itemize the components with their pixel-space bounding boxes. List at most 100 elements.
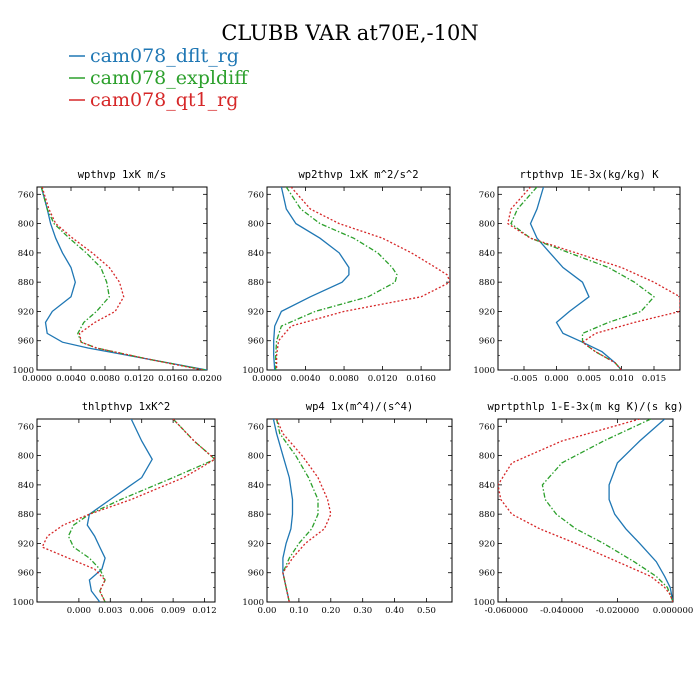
x-tick-label: 0.000000 <box>653 606 694 616</box>
plot-frame <box>266 418 453 603</box>
series-line <box>510 187 655 370</box>
x-tick-label: 0.0080 <box>329 374 359 384</box>
y-tick-label: 920 <box>479 539 495 549</box>
y-tick-label: 1000 <box>473 598 495 608</box>
series-group <box>498 419 673 602</box>
series-group <box>40 187 207 370</box>
y-tick-label: 800 <box>248 452 264 462</box>
y-tick-label: 760 <box>248 422 264 432</box>
y-tick-label: 1000 <box>12 598 34 608</box>
x-tick-label: 0.000 <box>544 374 568 384</box>
series-line <box>275 187 450 370</box>
x-tick-label: 0.0120 <box>124 374 154 384</box>
series-group <box>41 419 215 602</box>
panel-title: wp4 1x(m^4)/(s^4) <box>306 401 413 413</box>
x-tick-label: 0.0000 <box>22 374 52 384</box>
series-line <box>40 187 207 370</box>
y-tick-label: 840 <box>18 481 34 491</box>
figure-title: CLUBB VAR at70E,-10N <box>221 21 478 45</box>
y-tick-label: 1000 <box>242 366 264 376</box>
x-tick-label: -0.040000 <box>540 606 583 616</box>
series-line <box>273 187 350 370</box>
x-tick-label: -0.060000 <box>485 606 528 616</box>
series-group <box>273 187 450 370</box>
series-line <box>67 419 215 602</box>
y-tick-label: 880 <box>248 278 264 288</box>
chart-panel: wp4 1x(m^4)/(s^4)76080084088092096010000… <box>242 401 453 616</box>
panel-title: wpthvp 1xK m/s <box>78 169 167 181</box>
chart-panel: wp2thvp 1xK m^2/s^2 760 800 840 880 920 960 100… <box>242 169 451 384</box>
x-tick-label: 0.015 <box>642 374 666 384</box>
legend-label: cam078_qt1_rg <box>90 89 238 111</box>
y-tick-label: 840 <box>18 249 34 259</box>
y-tick-label: 760 <box>18 190 34 200</box>
legend-label: cam078_expldiff <box>90 67 249 89</box>
y-tick-label: 1000 <box>242 598 264 608</box>
y-tick-label: 760 <box>18 422 34 432</box>
y-tick-label: 920 <box>248 539 264 549</box>
series-line <box>41 187 203 370</box>
y-tick-label: 960 <box>18 337 34 347</box>
series-line <box>276 419 332 602</box>
y-tick-label: 920 <box>18 307 34 317</box>
panels: wpthvp 1xK m/s76080084088092096010000.00… <box>12 169 693 616</box>
series-group <box>507 187 680 370</box>
y-tick-label: 920 <box>18 539 34 549</box>
series-line <box>507 187 680 370</box>
y-tick-label: 960 <box>479 569 495 579</box>
x-tick-label: 0.0120 <box>368 374 398 384</box>
y-tick-label: 960 <box>248 337 264 347</box>
x-tick-label: -0.005 <box>510 374 537 384</box>
y-tick-label: 880 <box>248 510 264 520</box>
plot-frame <box>497 418 674 603</box>
plot-frame <box>497 186 681 371</box>
y-tick-label: 920 <box>479 307 495 317</box>
x-tick-label: -0.020000 <box>596 606 639 616</box>
x-tick-label: 0.00 <box>258 606 277 616</box>
chart-panel: rtpthvp 1E-3x(kg/kg) K 760 800 840 880 920 960… <box>473 169 681 384</box>
y-tick-label: 960 <box>248 569 264 579</box>
x-tick-label: 0.0040 <box>291 374 321 384</box>
plot-frame <box>266 186 451 371</box>
y-tick-label: 840 <box>479 249 495 259</box>
x-tick-label: 0.009 <box>161 606 185 616</box>
legend: cam078_dflt_rgcam078_expldiffcam078_qt1_… <box>69 45 249 111</box>
y-tick-label: 880 <box>18 510 34 520</box>
x-tick-label: 0.0200 <box>192 374 222 384</box>
plot-frame <box>36 418 216 603</box>
x-tick-label: 0.010 <box>609 374 633 384</box>
y-tick-label: 800 <box>248 220 264 230</box>
x-tick-label: 0.30 <box>353 606 372 616</box>
series-line <box>272 419 294 602</box>
y-tick-label: 1000 <box>473 366 495 376</box>
series-line <box>41 419 215 602</box>
x-tick-label: 0.40 <box>385 606 404 616</box>
x-tick-label: 0.10 <box>289 606 308 616</box>
x-tick-label: 0.0000 <box>252 374 282 384</box>
series-group <box>272 419 332 602</box>
y-tick-label: 760 <box>479 422 495 432</box>
x-tick-label: 0.005 <box>577 374 601 384</box>
y-tick-label: 840 <box>248 249 264 259</box>
legend-label: cam078_dflt_rg <box>90 45 239 67</box>
series-line <box>498 419 673 602</box>
x-tick-label: 0.50 <box>417 606 436 616</box>
x-tick-label: 0.012 <box>192 606 216 616</box>
panel-title: rtpthvp 1E-3x(kg/kg) K <box>519 169 659 181</box>
panel-title: wp2thvp 1xK m^2/s^2 <box>298 169 418 181</box>
series-line <box>86 419 153 602</box>
y-tick-label: 880 <box>479 510 495 520</box>
chart-panel: wpthvp 1xK m/s76080084088092096010000.00… <box>12 169 222 384</box>
y-tick-label: 920 <box>248 307 264 317</box>
panel-title: thlpthvp 1xK^2 <box>82 401 171 413</box>
x-tick-label: 0.0040 <box>56 374 86 384</box>
x-tick-label: 0.006 <box>130 606 154 616</box>
y-tick-label: 760 <box>479 190 495 200</box>
x-tick-label: 0.0080 <box>90 374 120 384</box>
y-tick-label: 960 <box>18 569 34 579</box>
series-line <box>529 187 622 370</box>
panel-title: wprtpthlp 1-E-3x(m kg K)/(s kg) <box>488 401 684 413</box>
y-tick-label: 840 <box>479 481 495 491</box>
series-line <box>541 419 673 602</box>
